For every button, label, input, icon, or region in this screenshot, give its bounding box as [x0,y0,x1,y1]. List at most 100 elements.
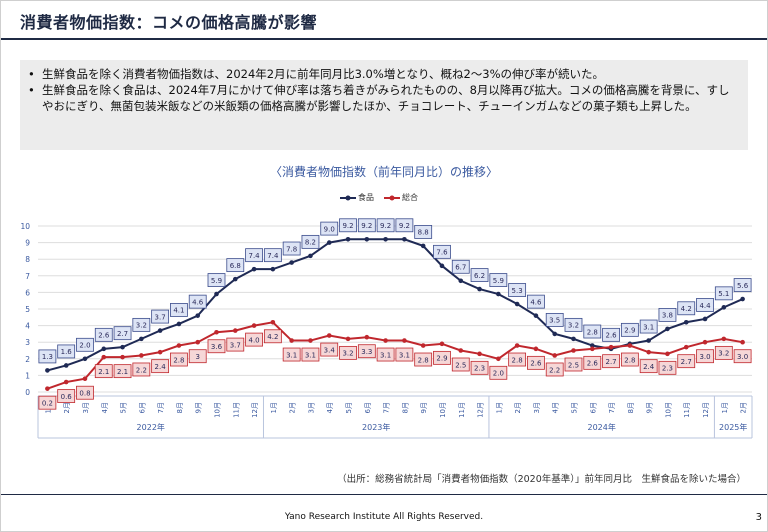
x-tick-label: 6月 [364,402,372,413]
food-data-label-box [696,298,714,312]
total-data-label: 2.5 [568,361,579,369]
x-tick-label: 3月 [82,402,90,413]
year-label: 2024年 [588,422,616,432]
y-tick-label: 0 [25,388,30,397]
food-point [477,286,482,292]
total-data-label: 2.6 [587,360,599,368]
x-tick-label: 3月 [307,402,315,413]
food-data-label: 4.1 [173,307,184,315]
summary-bullet-1: 生鮮食品を除く消費者物価指数は、2024年2月に前年同月比3.0%増となり、概ね… [28,66,738,82]
food-point [721,305,727,310]
total-data-label: 2.7 [681,358,692,366]
total-data-label: 2.9 [436,355,447,363]
food-data-label-box [376,218,395,233]
food-data-label-box [301,234,320,249]
total-data-label-box [733,349,752,364]
food-point [120,344,125,350]
total-data-label: 3.0 [737,353,748,361]
y-tick-label: 6 [25,288,30,297]
food-data-label: 4.2 [681,305,692,313]
y-tick-label: 9 [25,239,30,248]
y-tick-label: 8 [25,255,30,264]
food-data-label-box [545,312,564,327]
legend-food-marker [340,195,356,200]
food-point [195,313,201,318]
food-point [232,276,238,282]
food-data-label: 2.0 [79,342,90,350]
total-data-label-box [602,354,620,369]
food-data-label-box [170,303,188,317]
food-data-label-box [226,258,245,273]
total-data-label: 3.6 [211,343,223,351]
food-point [63,363,69,368]
total-data-label-box [282,347,301,362]
x-tick-label: 2月 [63,402,71,413]
food-point [402,236,407,242]
total-point [683,344,689,350]
summary-bullet-2: 生鮮食品を除く食品は、2024年7月にかけて伸び率は落ち着きがみられたものの、8… [28,82,738,114]
food-data-label: 3.8 [662,312,673,320]
x-tick-label: 7月 [383,402,391,413]
food-data-label-box [357,218,376,233]
food-data-label: 7.4 [267,252,279,260]
x-tick-label: 1月 [270,402,278,413]
food-data-label-box [714,286,733,301]
food-data-label: 3.2 [136,322,147,330]
total-point [289,338,294,343]
y-tick-label: 10 [20,222,30,231]
x-tick-label: 7月 [157,402,165,413]
total-data-label: 2.4 [643,363,655,371]
total-point [308,338,313,343]
total-point [571,348,576,353]
y-tick-label: 4 [25,322,30,331]
total-data-label-box [658,360,677,375]
total-point [139,353,144,358]
food-point [702,316,708,322]
total-data-label-box [320,342,339,357]
food-data-label: 9.0 [324,225,335,233]
food-data-label-box [207,273,226,287]
total-data-label: 3.2 [718,350,729,358]
food-data-label: 4.4 [699,302,711,310]
x-tick-label: 10月 [439,402,447,418]
food-data-label-box [620,322,639,337]
total-data-label-box [620,352,639,367]
x-tick-label: 1月 [495,402,503,413]
total-data-label: 3 [195,353,199,361]
total-data-label: 2.8 [624,356,635,364]
total-data-label: 3.3 [361,348,372,356]
food-point [740,296,745,302]
food-data-label-box [508,283,527,297]
food-data-label: 5.9 [493,277,504,285]
total-data-label-box [113,364,132,379]
food-point [420,243,426,249]
food-point [589,343,595,348]
legend-item-food: 食品 [340,192,374,203]
food-point [571,336,576,342]
food-point [101,346,107,352]
food-data-label: 2.9 [624,327,635,335]
food-point [496,291,501,297]
total-data-label-box [57,389,76,403]
total-data-label-box [188,349,207,364]
food-series-line [47,238,744,372]
total-data-label-box [508,352,527,367]
total-data-label: 2.5 [455,361,466,369]
food-point [82,356,88,362]
total-data-label-box [639,359,658,374]
total-data-label: 4.2 [267,333,278,341]
chart-legend: 食品 総合 [340,192,418,203]
x-tick-label: 4月 [101,402,109,413]
food-data-label-box [414,225,433,239]
food-data-label: 5.3 [512,287,523,295]
total-data-label: 2.1 [117,368,128,376]
food-data-label: 4.6 [192,298,204,306]
y-tick-label: 1 [25,371,30,380]
source-note: （出所：総務省統計局「消費者物価指数（2020年基準）」前年同月比 生鮮食品を除… [337,474,746,485]
food-point [214,291,219,297]
x-tick-label: 11月 [458,402,466,418]
legend-total-marker [384,195,400,200]
legend-total-label: 総合 [402,193,418,202]
total-data-label: 4.0 [249,336,260,344]
